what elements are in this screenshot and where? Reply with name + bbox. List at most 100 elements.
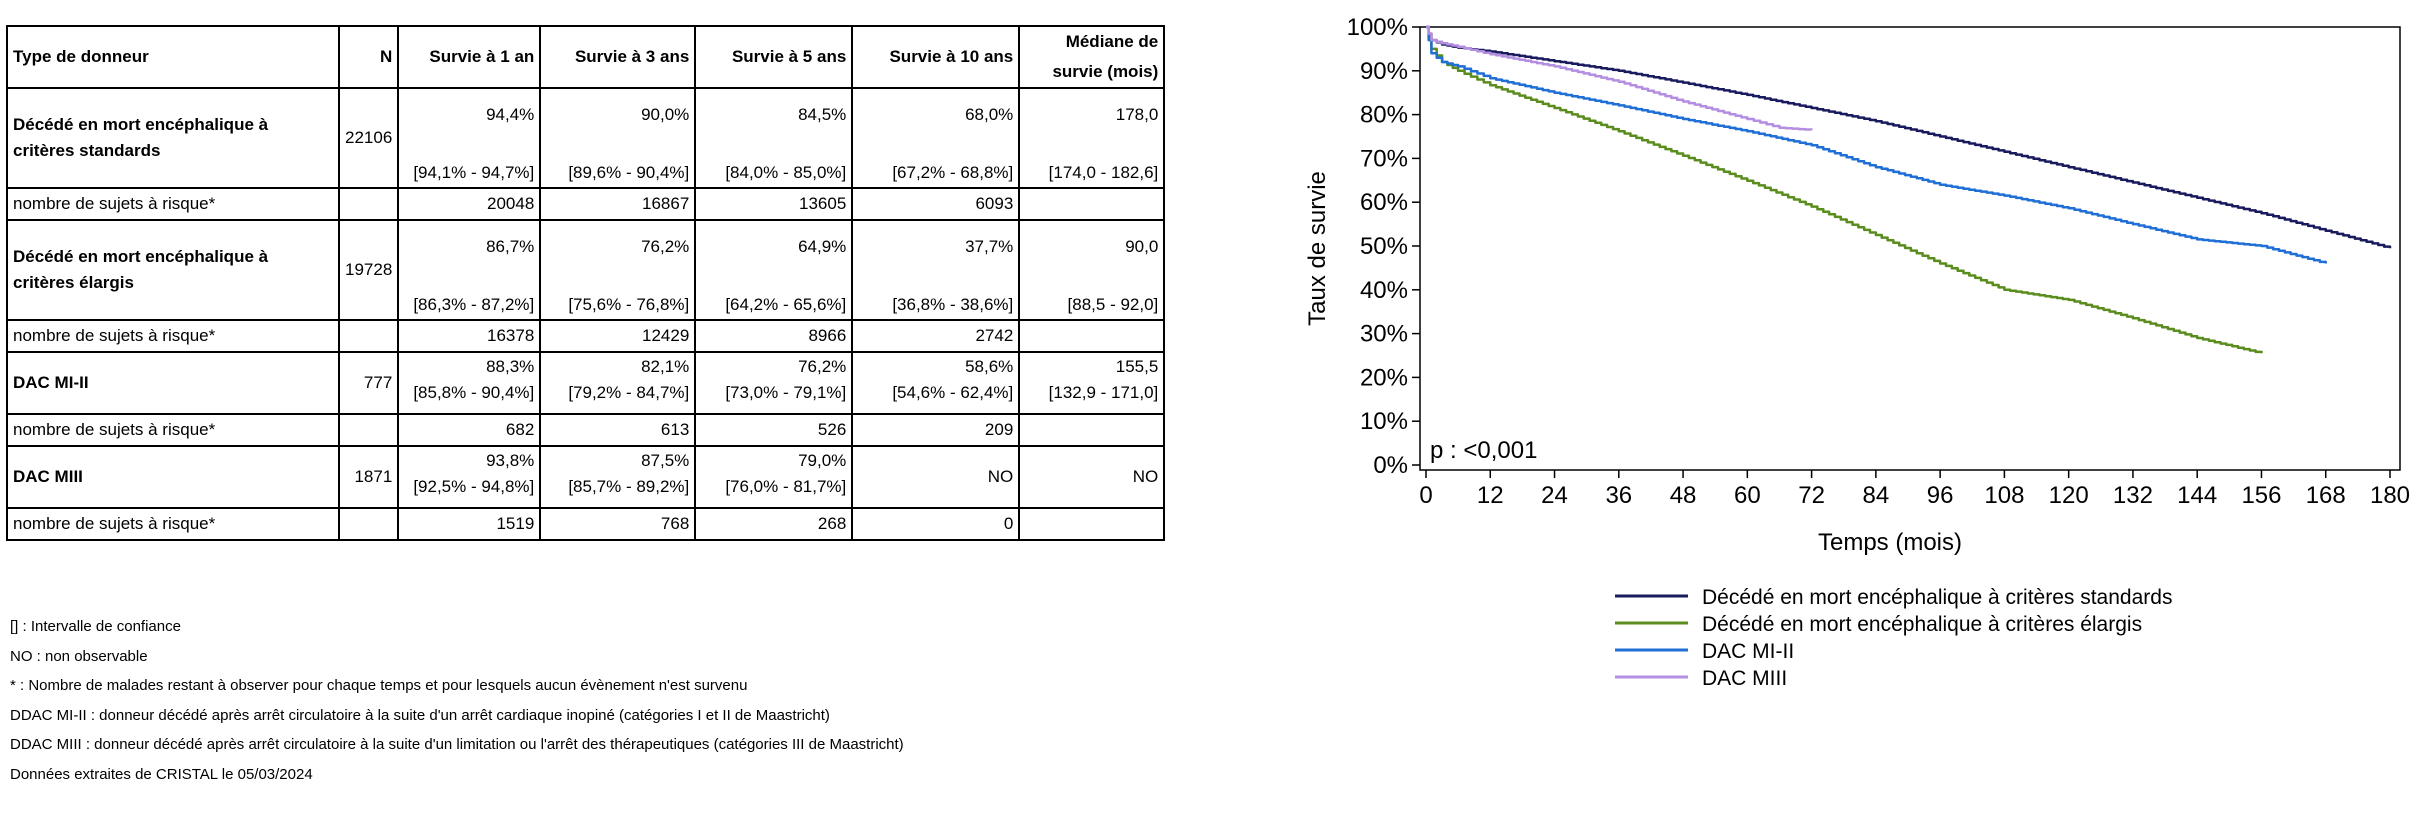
survival-3y: 87,5% [85,7% - 89,2%] [539,445,697,509]
y-tick-label: 50% [1360,233,1408,260]
y-tick-label: 80% [1360,102,1408,129]
x-tick-label: 24 [1541,482,1568,509]
y-axis-label: Taux de survie [1304,171,1331,326]
donor-type-label: Décédé en mort encéphalique à critères s… [6,87,340,189]
confidence-interval: [86,3% - 87,2%] [413,295,535,314]
footnote-source: Données extraites de CRISTAL le 05/03/20… [10,765,313,783]
survival-10y: 68,0% [67,2% - 68,8%] [851,87,1021,189]
legend-label: DAC MI-II [1702,640,1794,663]
plot-area [1419,26,2401,471]
y-tick-label: 0% [1373,452,1408,479]
series-line [1426,25,2327,264]
risk-1y: 16378 [397,319,542,353]
x-tick-label: 108 [1984,482,2024,509]
x-tick-label: 96 [1927,482,1954,509]
survival-5y: 79,0% [76,0% - 81,7%] [694,445,854,509]
series-line [1426,25,2392,249]
y-tick-label: 60% [1360,189,1408,216]
confidence-interval: [54,6% - 62,4%] [892,383,1014,402]
confidence-interval: [174,0 - 182,6] [1048,163,1159,182]
confidence-interval: [36,8% - 38,6%] [892,295,1014,314]
median-survival: 155,5 [132,9 - 171,0] [1018,351,1166,415]
table-row-risk: nombre de sujets à risque* 1519 768 268 … [6,507,1166,541]
risk-empty [1018,413,1166,447]
risk-label: nombre de sujets à risque* [6,187,340,221]
survival-5y: 76,2% [73,0% - 79,1%] [694,351,854,415]
x-tick-label: 60 [1734,482,1761,509]
confidence-interval: [88,5 - 92,0] [1067,295,1159,314]
donor-count: 777 [337,351,400,415]
estimate: 88,3% [486,357,535,376]
estimate: 68,0% [965,105,1014,124]
survival-1y: 86,7% [86,3% - 87,2%] [397,219,542,321]
risk-label: nombre de sujets à risque* [6,413,340,447]
x-axis-label: Temps (mois) [1818,529,1962,556]
donor-count: 19728 [337,219,400,321]
x-axis: 0 12 24 36 48 60 72 84 96 108 120 132 144 156 168 180 [1419,470,2410,509]
estimate: 79,0% [798,451,847,470]
series-line [1426,25,2263,354]
risk-3y: 768 [539,507,697,541]
risk-5y: 268 [694,507,854,541]
survival-1y: 94,4% [94,1% - 94,7%] [397,87,542,189]
confidence-interval: [132,9 - 171,0] [1048,383,1159,402]
risk-5y: 8966 [694,319,854,353]
donor-type-label: Décédé en mort encéphalique à critères é… [6,219,340,321]
survival-5y: 84,5% [84,0% - 85,0%] [694,87,854,189]
footnote-risk: * : Nombre de malades restant à observer… [10,677,748,694]
median-survival: 178,0 [174,0 - 182,6] [1018,87,1166,189]
confidence-interval: [89,6% - 90,4%] [568,163,690,182]
survival-table-container: Type de donneur N Survie à 1 an Survie à… [6,25,1166,541]
x-tick-label: 168 [2306,482,2346,509]
confidence-interval: [84,0% - 85,0%] [725,163,847,182]
table-row-risk: nombre de sujets à risque* 16378 12429 8… [6,319,1166,353]
survival-10y: 37,7% [36,8% - 38,6%] [851,219,1021,321]
risk-3y: 613 [539,413,697,447]
risk-empty [337,187,400,221]
risk-5y: 13605 [694,187,854,221]
risk-1y: 20048 [397,187,542,221]
confidence-interval: [67,2% - 68,8%] [892,163,1014,182]
risk-empty [1018,319,1166,353]
confidence-interval: [75,6% - 76,8%] [568,295,690,314]
estimate: 94,4% [486,105,535,124]
header-survival-10y: Survie à 10 ans [851,25,1021,89]
header-n: N [337,25,400,89]
x-tick-label: 180 [2370,482,2410,509]
median-survival: NO [1018,445,1166,509]
risk-10y: 209 [851,413,1021,447]
confidence-interval: [92,5% - 94,8%] [413,477,535,496]
x-tick-label: 132 [2113,482,2153,509]
estimate: 155,5 [1115,357,1159,376]
survival-5y: 64,9% [64,2% - 65,6%] [694,219,854,321]
survival-1y: 88,3% [85,8% - 90,4%] [397,351,542,415]
y-tick-label: 70% [1360,145,1408,172]
risk-10y: 0 [851,507,1021,541]
estimate: 93,8% [486,451,535,470]
estimate: 64,9% [798,237,847,256]
footnote-ci: [] : Intervalle de confiance [10,618,181,635]
legend-label: DAC MIII [1702,667,1787,690]
survival-3y: 90,0% [89,6% - 90,4%] [539,87,697,189]
confidence-interval: [85,8% - 90,4%] [413,383,535,402]
header-survival-1y: Survie à 1 an [397,25,542,89]
confidence-interval: [64,2% - 65,6%] [725,295,847,314]
legend: Décédé en mort encéphalique à critères s… [1615,586,2172,690]
y-tick-label: 100% [1347,14,1408,41]
x-tick-label: 72 [1798,482,1825,509]
estimate: 37,7% [965,237,1014,256]
risk-3y: 12429 [539,319,697,353]
survival-3y: 76,2% [75,6% - 76,8%] [539,219,697,321]
risk-1y: 682 [397,413,542,447]
header-survival-3y: Survie à 3 ans [539,25,697,89]
y-tick-label: 40% [1360,277,1408,304]
survival-table: Type de donneur N Survie à 1 an Survie à… [6,25,1166,541]
risk-1y: 1519 [397,507,542,541]
donor-type-label: DAC MIII [6,445,340,509]
survival-10y: 58,6% [54,6% - 62,4%] [851,351,1021,415]
risk-empty [1018,187,1166,221]
x-tick-label: 0 [1419,482,1432,509]
donor-count: 22106 [337,87,400,189]
estimate: 87,5% [641,451,690,470]
series-lines [1426,25,2392,354]
